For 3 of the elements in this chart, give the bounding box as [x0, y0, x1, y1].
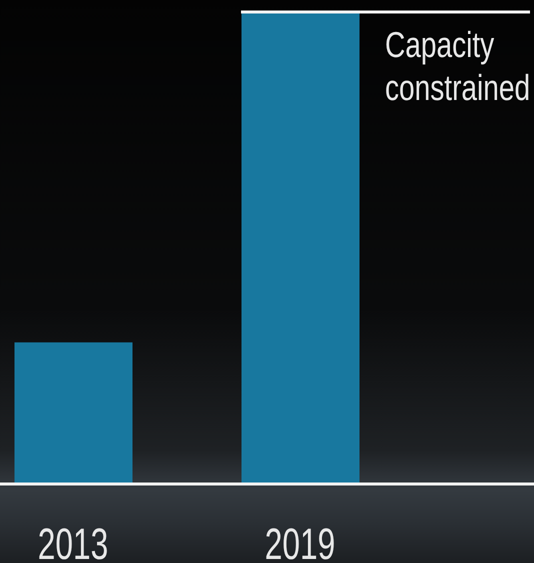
annotation: Capacity constrained	[385, 24, 530, 108]
x-tick-label: 2013	[38, 520, 108, 563]
x-tick-label: 2019	[264, 520, 336, 563]
